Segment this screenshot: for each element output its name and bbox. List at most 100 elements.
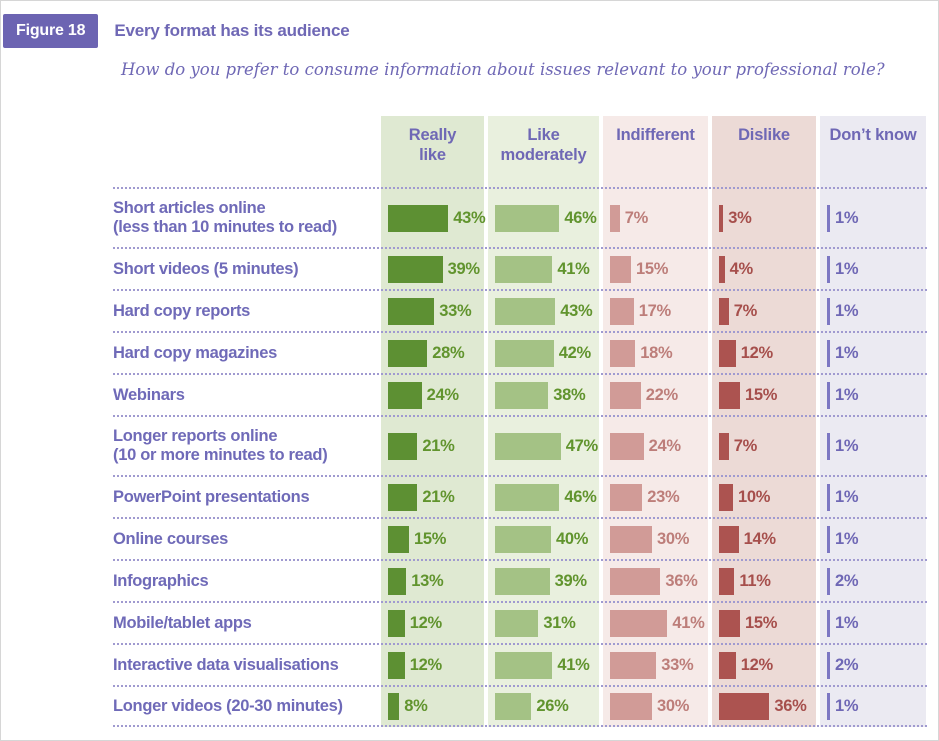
bar-cell-dont_know: 1%	[820, 249, 926, 289]
bar-dont_know	[827, 651, 830, 679]
bar-cell-dont_know: 2%	[820, 561, 926, 601]
bar-value-label: 1%	[835, 208, 859, 227]
bar-cell-indifferent: 18%	[603, 333, 708, 373]
bar-cell-really_like: 21%	[381, 417, 484, 475]
bar-value-label: 2%	[835, 571, 859, 590]
bar-indifferent	[610, 651, 657, 679]
row-label: Longer videos (20-30 minutes)	[113, 696, 343, 715]
bar-value-label: 15%	[636, 259, 669, 278]
bar-indifferent	[610, 339, 636, 367]
bar-value-label: 36%	[665, 571, 698, 590]
bar-like_moderately	[495, 297, 556, 325]
table-rows: Really like Like moderately Indifferent Dis…	[113, 116, 927, 727]
bar-value-label: 7%	[733, 436, 758, 455]
bar-value-label: 11%	[739, 571, 771, 590]
bar-value-label: 15%	[745, 613, 778, 632]
bar-cell-indifferent: 41%	[603, 603, 708, 643]
bar-value-label: 13%	[411, 571, 444, 590]
bar-value-label: 1%	[835, 487, 859, 506]
table-row: Longer videos (20-30 minutes) 8% 26% 30% 36%…	[113, 685, 927, 727]
bar-cell-really_like: 28%	[381, 333, 484, 373]
column-header-indifferent: Indifferent	[616, 126, 695, 144]
bar-like_moderately	[495, 609, 539, 637]
bar-dislike	[719, 651, 736, 679]
bar-indifferent	[610, 525, 652, 553]
bar-cell-dislike: 15%	[712, 603, 816, 643]
bar-really_like	[388, 255, 443, 283]
bar-indifferent	[610, 255, 631, 283]
bar-cell-like_moderately: 38%	[488, 375, 599, 415]
bar-value-label: 33%	[439, 301, 472, 320]
column-header-dont_know: Don’t know	[829, 126, 917, 144]
bar-cell-like_moderately: 43%	[488, 291, 599, 331]
bar-cell-like_moderately: 47%	[488, 417, 599, 475]
bar-cell-dislike: 15%	[712, 375, 816, 415]
row-label: PowerPoint presentations	[113, 487, 310, 506]
bar-value-label: 43%	[560, 301, 593, 320]
bar-cell-like_moderately: 42%	[488, 333, 599, 373]
bar-cell-indifferent: 7%	[603, 189, 708, 247]
bar-value-label: 14%	[743, 529, 776, 548]
bar-dislike	[719, 483, 733, 511]
table-row: PowerPoint presentations 21% 46% 23% 10% 1%	[113, 475, 927, 517]
bar-value-label: 12%	[740, 655, 773, 674]
bar-indifferent	[610, 432, 644, 460]
bar-cell-dislike: 10%	[712, 477, 816, 517]
row-label: Hard copy reports	[113, 301, 251, 320]
bar-dislike	[719, 432, 729, 460]
bar-dislike	[719, 692, 770, 720]
bar-dont_know	[827, 483, 830, 511]
bar-cell-dont_know: 1%	[820, 375, 926, 415]
bar-value-label: 1%	[835, 529, 859, 548]
bar-value-label: 7%	[624, 208, 649, 227]
bar-really_like	[388, 692, 400, 720]
bar-cell-dont_know: 1%	[820, 603, 926, 643]
bar-cell-indifferent: 23%	[603, 477, 708, 517]
bar-cell-indifferent: 24%	[603, 417, 708, 475]
bar-like_moderately	[495, 651, 553, 679]
bar-dont_know	[827, 692, 830, 720]
bar-dislike	[719, 567, 735, 595]
bar-really_like	[388, 651, 405, 679]
bar-value-label: 10%	[738, 487, 771, 506]
bar-really_like	[388, 609, 405, 637]
bar-dont_know	[827, 609, 830, 637]
bar-really_like	[388, 567, 407, 595]
row-label: Infographics	[113, 571, 209, 590]
bar-indifferent	[610, 204, 620, 232]
bar-cell-indifferent: 30%	[603, 687, 708, 725]
bar-value-label: 28%	[432, 343, 465, 362]
table-row: Longer reports online (10 or more minute…	[113, 415, 927, 475]
bar-cell-dont_know: 1%	[820, 333, 926, 373]
bar-value-label: 1%	[835, 301, 859, 320]
bar-like_moderately	[495, 483, 560, 511]
figure-title: Every format has its audience	[114, 21, 350, 40]
bar-cell-really_like: 15%	[381, 519, 484, 559]
bar-dislike	[719, 381, 740, 409]
bar-value-label: 1%	[835, 696, 859, 715]
bar-dont_know	[827, 525, 830, 553]
bar-cell-indifferent: 30%	[603, 519, 708, 559]
bar-value-label: 40%	[556, 529, 589, 548]
bar-value-label: 1%	[835, 343, 859, 362]
bar-value-label: 41%	[557, 259, 590, 278]
bar-value-label: 21%	[422, 487, 455, 506]
column-header-dislike: Dislike	[738, 126, 790, 144]
table-row: Hard copy magazines 28% 42% 18% 12% 1%	[113, 331, 927, 373]
bar-value-label: 22%	[645, 385, 678, 404]
bar-cell-like_moderately: 40%	[488, 519, 599, 559]
column-band-dont_know	[820, 116, 926, 727]
bar-cell-like_moderately: 41%	[488, 249, 599, 289]
row-label: Webinars	[113, 385, 185, 404]
bar-dont_know	[827, 381, 830, 409]
bar-cell-dont_know: 2%	[820, 645, 926, 685]
bar-cell-really_like: 12%	[381, 645, 484, 685]
bar-cell-indifferent: 22%	[603, 375, 708, 415]
row-label: Interactive data visualisations	[113, 655, 339, 674]
preference-table: Really like Like moderately Indifferent Dis…	[113, 116, 927, 727]
bar-really_like	[388, 525, 409, 553]
bar-cell-dislike: 3%	[712, 189, 816, 247]
bar-really_like	[388, 204, 449, 232]
bar-value-label: 2%	[835, 655, 859, 674]
